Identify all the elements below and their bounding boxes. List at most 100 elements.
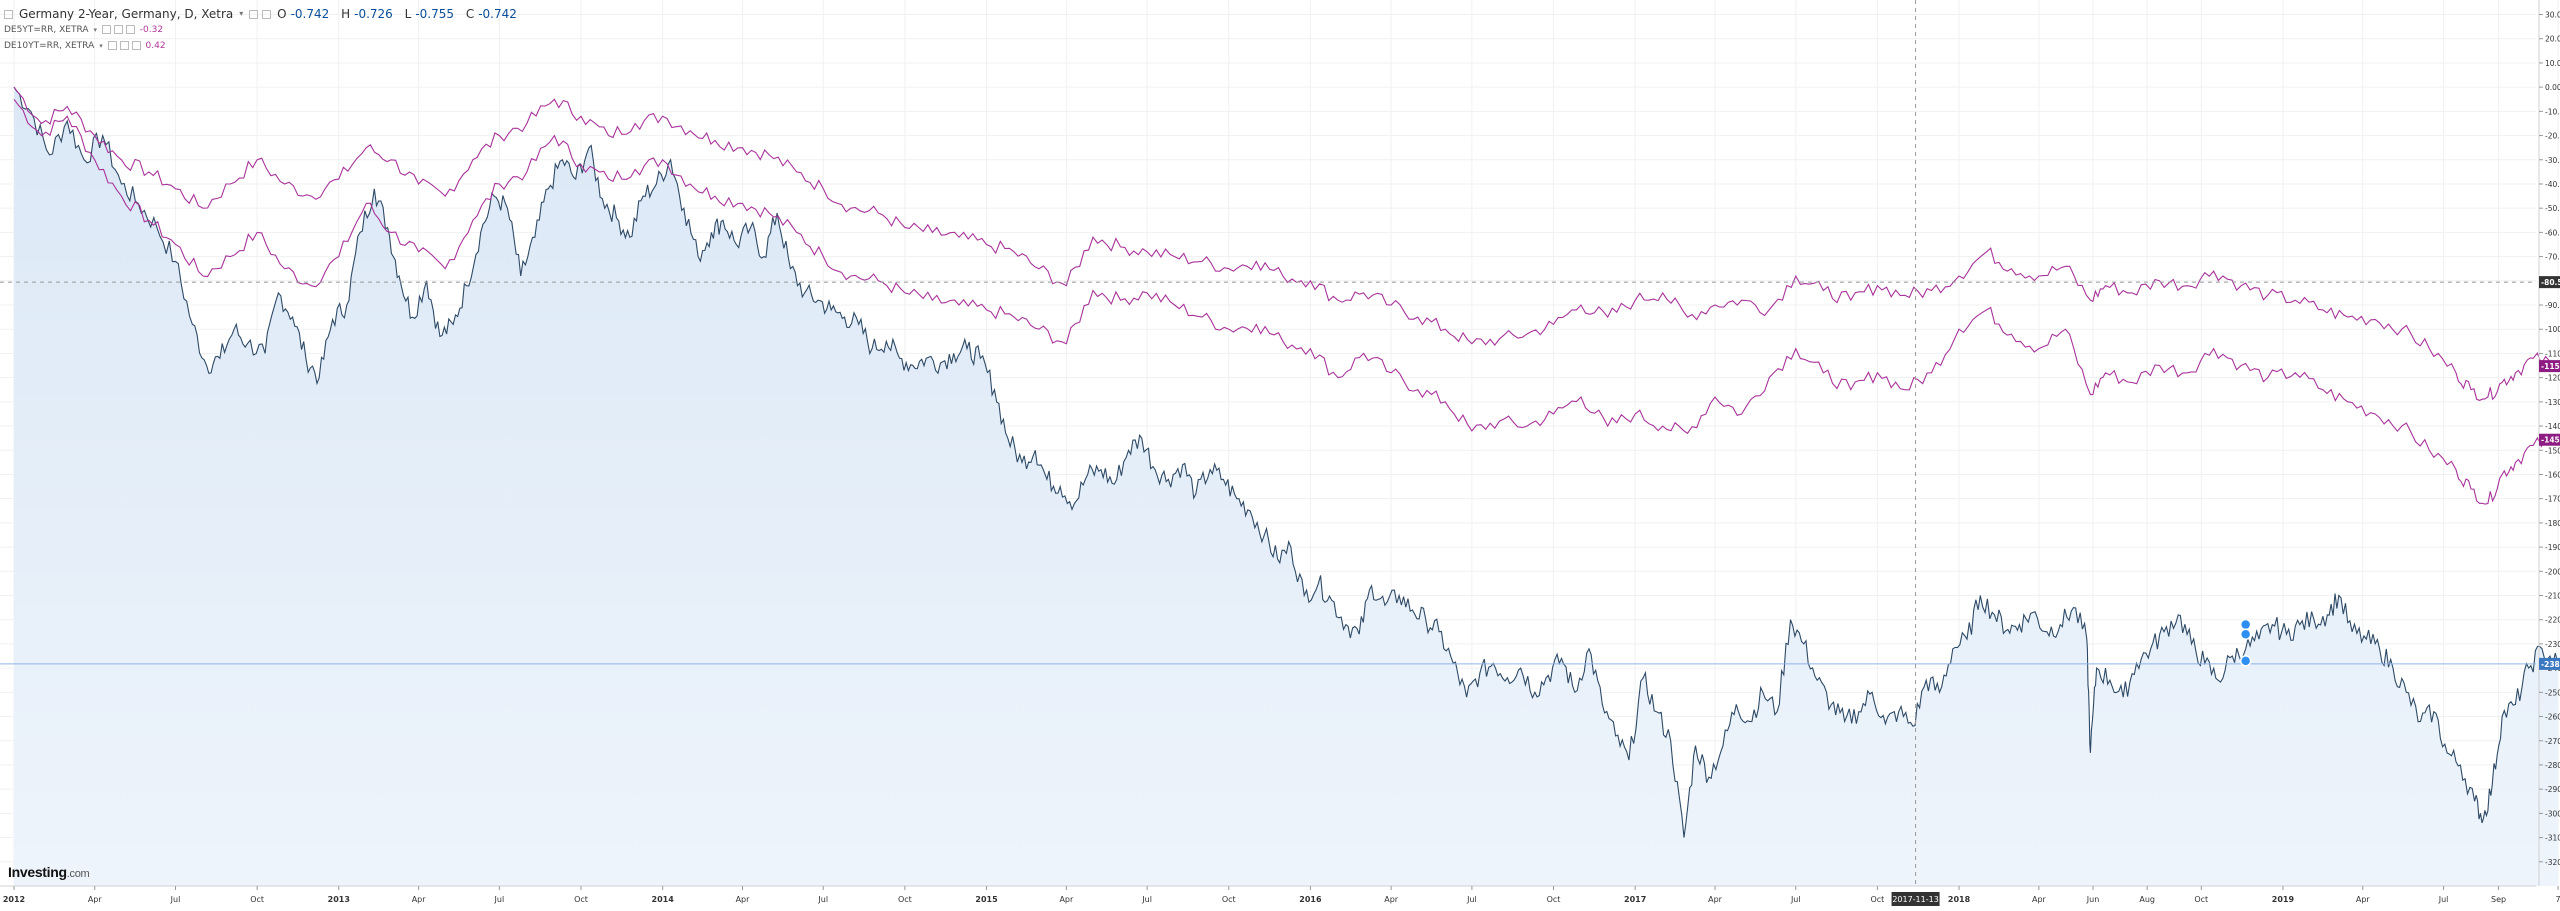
x-tick-label: Oct xyxy=(2194,895,2208,904)
crosshair-date-label: 2017-11-13 xyxy=(1892,895,1939,904)
main-series-area xyxy=(14,87,2558,887)
overlay-legend-de5y[interactable]: DE5YT=RR, XETRA ▾ -0.32 xyxy=(4,23,525,37)
chevron-down-icon[interactable]: ▾ xyxy=(93,26,98,34)
y-tick-label: -30.00% xyxy=(2545,156,2560,165)
x-tick-label: Jul xyxy=(817,895,828,904)
price-badge-germany-2y-label: -238.25% xyxy=(2541,660,2560,669)
series-settings-icons[interactable] xyxy=(249,7,272,21)
chevron-down-icon[interactable]: ▾ xyxy=(239,9,244,18)
x-tick-label: Jul xyxy=(170,895,181,904)
y-tick-label: -300.00% xyxy=(2545,809,2560,818)
y-tick-label: -270.00% xyxy=(2545,737,2560,746)
last-value-badges: -238.25% -145.65% -115.24% -80.542 xyxy=(2539,276,2560,670)
chevron-down-icon[interactable]: ▾ xyxy=(99,42,103,50)
series-line-germany-2y xyxy=(13,86,2559,838)
event-marker-icon[interactable] xyxy=(2239,655,2252,667)
price-badge-de5y xyxy=(2539,433,2560,446)
x-tick-label: Oct xyxy=(574,895,588,904)
y-tick-label: -200.00% xyxy=(2545,567,2560,576)
y-tick-label: -230.00% xyxy=(2545,640,2560,649)
main-series-header: Germany 2-Year, Germany, D, Xetra ▾ O -0.… xyxy=(4,7,525,21)
overlay-symbol[interactable]: DE10YT=RR, XETRA xyxy=(4,41,95,51)
x-tick-label: Jul xyxy=(494,895,505,904)
x-tick-label: Apr xyxy=(1708,895,1723,904)
y-tick-label: -170.00% xyxy=(2545,495,2560,504)
price-badge-de10y xyxy=(2539,360,2560,373)
y-tick-label: -280.00% xyxy=(2545,761,2560,770)
x-tick-label: Jun xyxy=(2086,895,2100,904)
y-tick-label: -260.00% xyxy=(2545,713,2560,722)
y-tick-label: -180.00% xyxy=(2545,519,2560,528)
event-markers[interactable] xyxy=(2239,618,2252,667)
y-tick-label: -150.00% xyxy=(2545,446,2560,455)
overlay-value: -0.32 xyxy=(139,25,164,35)
y-tick-label: -250.00% xyxy=(2545,688,2560,697)
event-marker-icon[interactable] xyxy=(2239,618,2252,631)
y-tick-label: 0.00% xyxy=(2545,83,2560,92)
x-tick-label: Apr xyxy=(88,895,103,904)
x-tick-label: 2014 xyxy=(652,895,675,904)
crosshair-price-badge-label: -80.542 xyxy=(2541,278,2560,287)
overlay-settings-icons[interactable] xyxy=(107,39,141,53)
y-tick-label: -10.00% xyxy=(2545,107,2560,116)
x-tick-label: Oct xyxy=(1222,895,1236,904)
x-tick-label: 2012 xyxy=(3,895,25,904)
y-tick-label: -290.00% xyxy=(2545,785,2560,794)
x-tick-label: 2019 xyxy=(2272,895,2295,904)
overlay-settings-icons[interactable] xyxy=(102,23,135,37)
collapse-icon[interactable] xyxy=(4,9,13,19)
y-tick-label: -310.00% xyxy=(2545,834,2560,843)
x-tick-label: 7 xyxy=(2555,895,2560,904)
x-tick-label: Oct xyxy=(250,895,264,904)
y-tick-label: -320.00% xyxy=(2545,858,2560,867)
x-tick-label: 2015 xyxy=(975,895,998,904)
chart-legend: Germany 2-Year, Germany, D, Xetra ▾ O -0.… xyxy=(4,7,525,53)
x-tick-label: Apr xyxy=(2356,895,2371,904)
x-tick-label: Jul xyxy=(2438,895,2449,904)
crosshair-price-badge xyxy=(2539,276,2560,289)
y-tick-label: -70.00% xyxy=(2545,253,2560,262)
y-tick-label: -60.00% xyxy=(2545,228,2560,237)
y-tick-label: -100.00% xyxy=(2545,325,2560,334)
x-axis[interactable]: 2012 Apr Jul Oct 2013 Apr Jul Oct 2014 Apr Jul Oct 2… xyxy=(0,885,2560,906)
x-tick-label: Apr xyxy=(1059,895,1074,904)
x-tick-label: Jul xyxy=(1466,895,1477,904)
x-tick-label: 2016 xyxy=(1299,895,1322,904)
y-tick-label: -210.00% xyxy=(2545,592,2560,601)
x-tick-label: Oct xyxy=(1870,895,1884,904)
x-tick-label: Oct xyxy=(898,895,912,904)
y-tick-label: -110.00% xyxy=(2545,349,2560,358)
symbol-title[interactable]: Germany 2-Year, Germany, D, Xetra xyxy=(19,7,234,21)
x-tick-label: Aug xyxy=(2139,895,2155,904)
event-marker-icon[interactable] xyxy=(2239,628,2252,640)
price-badge-de10y-label: -115.24% xyxy=(2541,362,2560,371)
x-tick-label: 2018 xyxy=(1948,895,1971,904)
y-tick-label: 20.00% xyxy=(2545,35,2560,44)
y-tick-label: -40.00% xyxy=(2545,180,2560,189)
x-tick-label: Apr xyxy=(412,895,427,904)
x-tick-label: Apr xyxy=(1384,895,1399,904)
ohlc-values: O -0.742 H -0.726 L -0.755 C -0.742 xyxy=(277,7,517,21)
overlay-legend-de10y[interactable]: DE10YT=RR, XETRA ▾ 0.42 xyxy=(4,39,525,53)
y-tick-label: -140.00% xyxy=(2545,422,2560,431)
price-badge-de5y-label: -145.65% xyxy=(2541,436,2560,445)
y-tick-label: 30.00% xyxy=(2545,11,2560,20)
crosshair-date-badge xyxy=(1891,892,1940,906)
y-tick-label: -120.00% xyxy=(2545,374,2560,383)
x-tick-label: Sep xyxy=(2491,895,2506,904)
price-badge-germany-2y xyxy=(2539,657,2560,670)
y-tick-label: 10.00% xyxy=(2545,59,2560,68)
investing-logo: Investing.com xyxy=(8,864,90,880)
x-tick-label: Jul xyxy=(1141,895,1152,904)
series-lines xyxy=(13,86,2559,838)
series-line-de10y xyxy=(13,86,2559,401)
main-area-fill xyxy=(14,87,2558,887)
overlay-symbol[interactable]: DE5YT=RR, XETRA xyxy=(4,25,89,35)
x-tick-label: Apr xyxy=(2032,895,2047,904)
x-tick-label: Apr xyxy=(736,895,751,904)
series-line-de5y xyxy=(13,98,2559,505)
x-tick-label: 2017 xyxy=(1624,895,1646,904)
y-tick-label: -190.00% xyxy=(2545,543,2560,552)
y-tick-label: -220.00% xyxy=(2545,616,2560,625)
